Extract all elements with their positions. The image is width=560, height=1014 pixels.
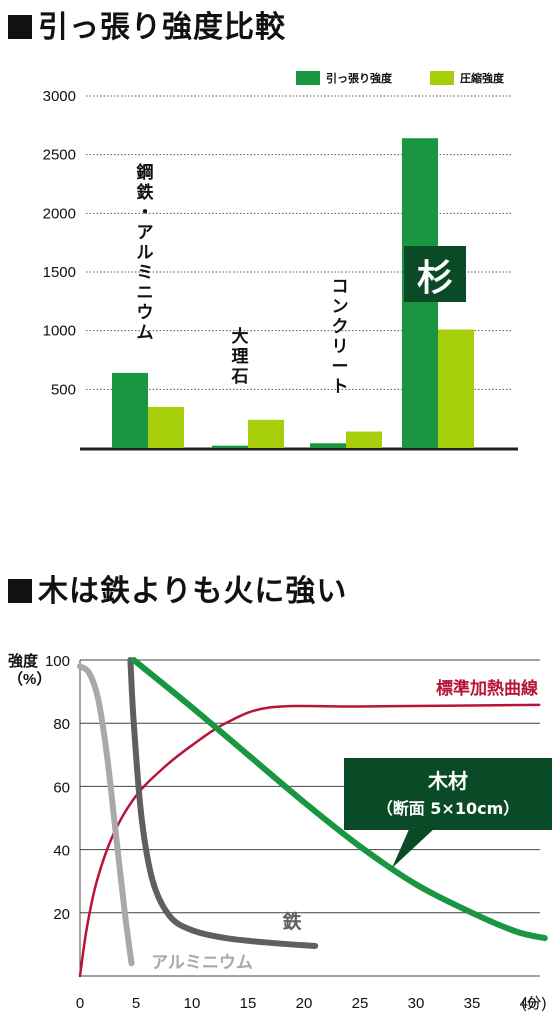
- category-label: 鋼鉄・アルミニウム: [136, 162, 154, 343]
- bar-tensile: [212, 445, 248, 448]
- category-label: コンクリート: [332, 277, 349, 397]
- x-tick-label: 35: [464, 995, 481, 1012]
- x-tick-label: 0: [76, 995, 84, 1012]
- bar-tensile: [310, 443, 346, 448]
- y-axis-label-2: （%）: [8, 670, 51, 688]
- y-tick-label: 80: [53, 716, 70, 733]
- iron-label: 鉄: [282, 910, 301, 933]
- bar-tensile: [112, 372, 148, 448]
- tensile-strength-bar-chart: 500 1000 1500 2000 2500 3000 引っ張り強度 圧縮強度鋼鉄・アルミニ…: [43, 71, 518, 451]
- category-label: 杉: [417, 258, 453, 299]
- wood-callout-title: 木材: [427, 769, 468, 793]
- aluminum-line: [77, 663, 135, 967]
- y-tick-label: 1500: [43, 264, 76, 281]
- wood-line: [130, 657, 548, 942]
- bar-compressive: [148, 406, 184, 448]
- wood-callout-subtitle: （断面 5×10cm）: [377, 799, 520, 818]
- standard-heating-curve-label: 標準加熱曲線: [436, 678, 538, 699]
- bar-compressive: [248, 419, 284, 448]
- y-tick-label: 3000: [43, 88, 76, 105]
- x-tick-label: 25: [352, 995, 369, 1012]
- legend-label: 圧縮強度: [460, 71, 505, 85]
- y-tick-label: 100: [45, 653, 70, 670]
- legend-swatch: [430, 71, 454, 85]
- line-chart-title: 木は鉄よりも火に強い: [8, 566, 347, 610]
- legend-label: 引っ張り強度: [326, 71, 393, 85]
- x-tick-label: 5: [132, 995, 140, 1012]
- y-tick-label: 20: [53, 906, 70, 923]
- bar-chart-title: 引っ張り強度比較: [8, 2, 286, 46]
- x-tick-label: 40: [520, 995, 537, 1012]
- wood-callout-box: [344, 758, 552, 830]
- cedar-label-box: [404, 246, 466, 302]
- standard-heating-curve-line: [78, 703, 541, 978]
- legend-swatch: [296, 71, 320, 85]
- y-tick-label: 60: [53, 779, 70, 796]
- y-tick-label: 2500: [43, 147, 76, 164]
- x-tick-label: 20: [296, 995, 313, 1012]
- wood-callout-pointer: [392, 827, 436, 868]
- y-axis-label-1: 強度: [8, 652, 39, 670]
- iron-line: [127, 657, 319, 949]
- y-tick-label: 40: [53, 843, 70, 860]
- aluminum-label: アルミニウム: [151, 953, 253, 973]
- x-tick-label: 30: [408, 995, 425, 1012]
- x-unit-label: (分): [522, 995, 547, 1012]
- y-tick-label: 1000: [43, 323, 76, 340]
- y-tick-label: 2000: [43, 205, 76, 222]
- category-label: 大理石: [231, 326, 249, 387]
- bar-compressive: [438, 329, 474, 448]
- y-tick-label: 500: [51, 381, 76, 398]
- x-tick-label: 10: [184, 995, 201, 1012]
- bar-compressive: [346, 431, 382, 448]
- x-tick-label: 15: [240, 995, 257, 1012]
